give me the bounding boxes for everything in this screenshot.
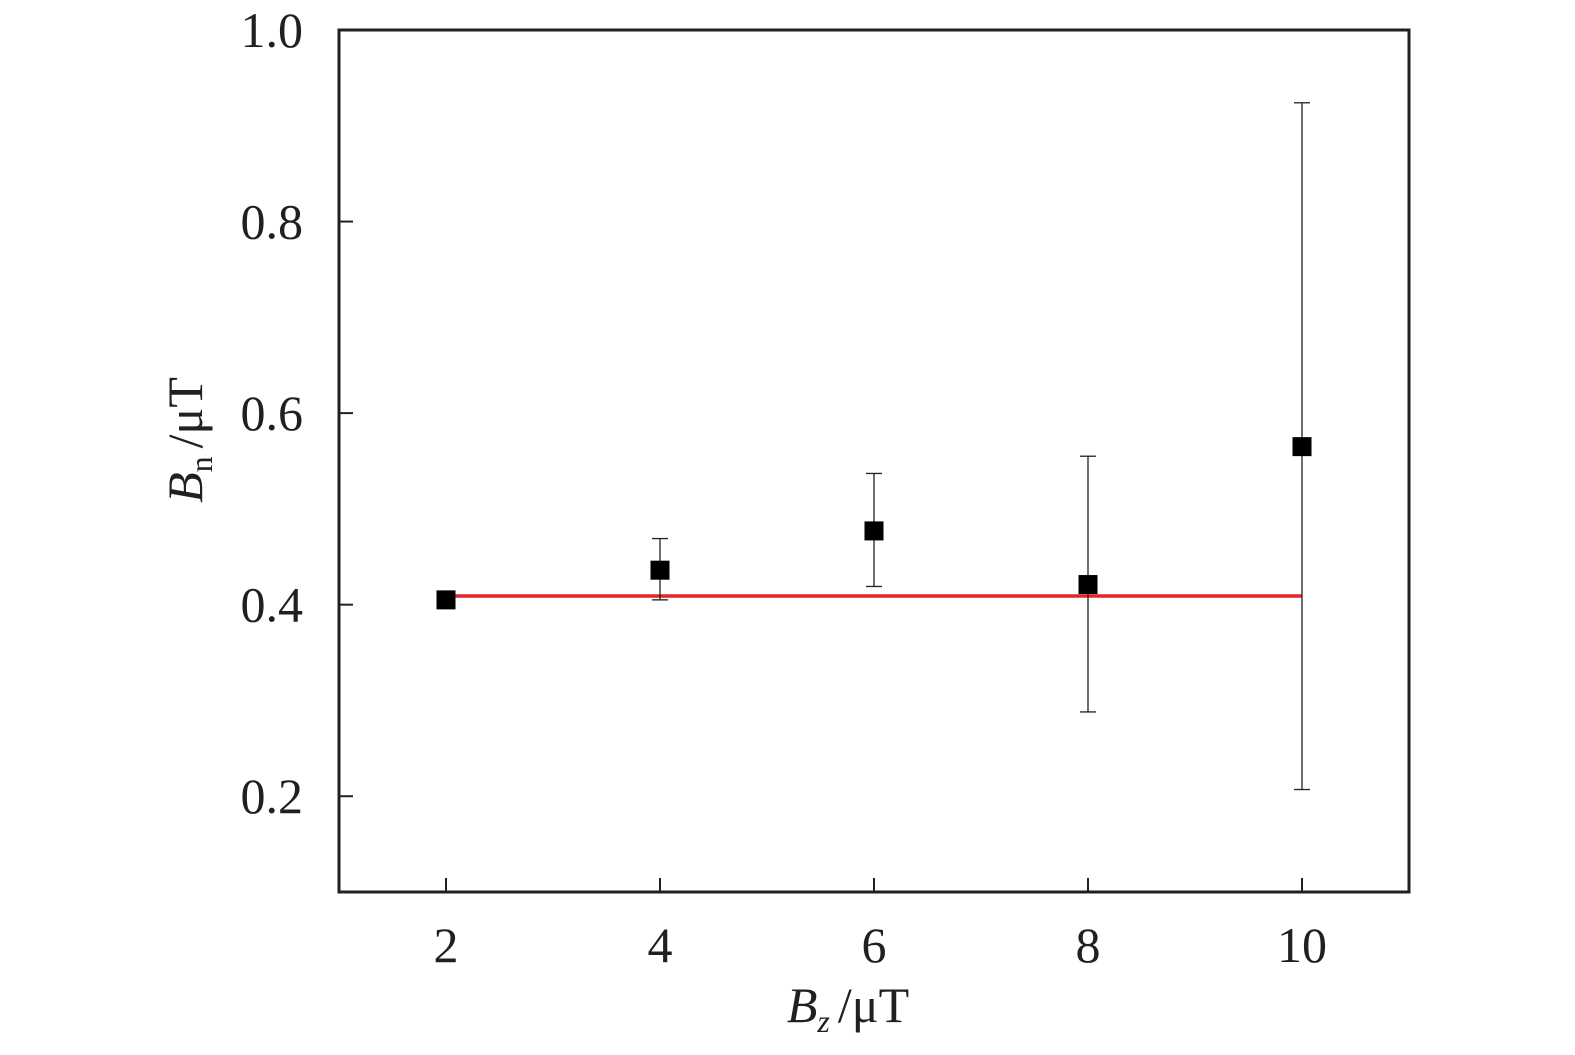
x-axis-symbol: B xyxy=(787,977,818,1033)
x-axis-label: Bz/μT xyxy=(787,977,909,1039)
x-tick-label: 6 xyxy=(862,917,887,973)
y-tick-label: 0.2 xyxy=(241,768,304,824)
data-point xyxy=(864,521,884,541)
x-tick-label: 10 xyxy=(1277,917,1327,973)
y-tick-label: 1.0 xyxy=(241,2,304,58)
data-point xyxy=(436,590,456,610)
x-tick-label: 8 xyxy=(1076,917,1101,973)
x-axis-unit: /μT xyxy=(838,977,909,1033)
data-point xyxy=(1078,575,1098,595)
y-axis-symbol: B xyxy=(157,472,213,503)
y-axis-label: Bn/μT xyxy=(157,377,219,503)
y-axis-subscript: n xyxy=(183,456,219,472)
y-tick-label: 0.4 xyxy=(241,577,304,633)
data-point xyxy=(1292,437,1312,457)
y-tick-label: 0.8 xyxy=(241,194,304,250)
x-axis-ticks: 2 4 6 8 10 xyxy=(434,878,1327,973)
plot-frame xyxy=(337,28,1411,894)
x-axis-subscript: z xyxy=(816,1003,830,1039)
data-points xyxy=(436,102,1312,791)
y-axis-ticks: 0.2 0.4 0.6 0.8 1.0 xyxy=(241,2,353,824)
x-tick-label: 2 xyxy=(434,917,459,973)
x-tick-label: 4 xyxy=(648,917,673,973)
y-axis-unit: /μT xyxy=(157,377,213,448)
y-tick-label: 0.6 xyxy=(241,385,304,441)
data-point xyxy=(650,560,670,580)
